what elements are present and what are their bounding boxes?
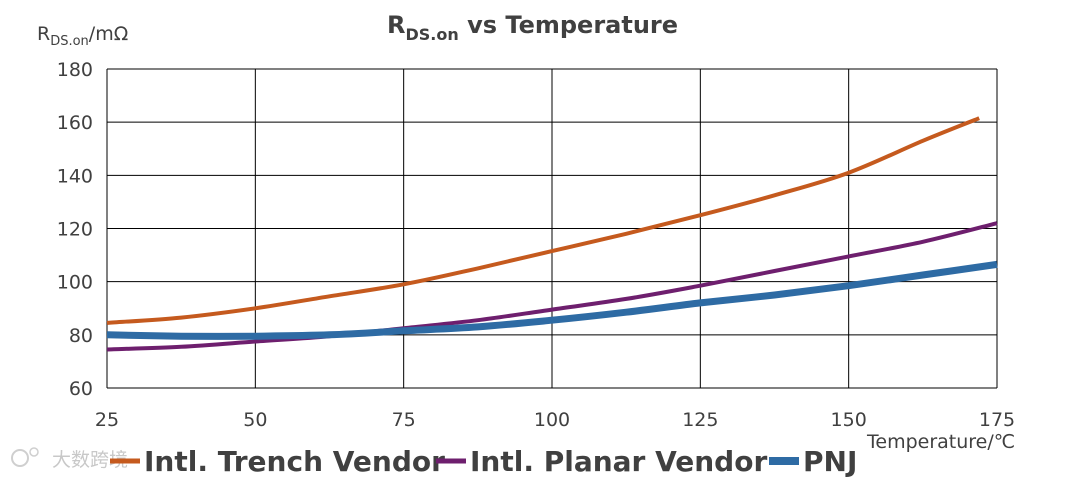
watermark-text: 大数跨境 — [52, 449, 128, 471]
y-tick-label: 100 — [57, 272, 93, 294]
y-tick-labels: 60 80 100 120 140 160 180 — [57, 59, 93, 400]
legend-label-1: Intl. Trench Vendor — [144, 445, 445, 478]
series-line-2 — [106, 221, 998, 352]
x-tick-labels: 25 50 75 100 125 150 175 — [95, 409, 1015, 431]
y-tick-label: 180 — [57, 59, 93, 81]
x-tick-label: 25 — [95, 409, 119, 431]
plot-grid — [106, 68, 998, 389]
chart-title: RDS.on vs Temperature — [387, 11, 678, 44]
series-lines — [106, 116, 998, 352]
watermark-logo-icon — [11, 449, 29, 467]
legend-label-2: Intl. Planar Vendor — [470, 445, 767, 478]
x-axis-label: Temperature/℃ — [866, 431, 1015, 453]
watermark-logo-dot-icon — [29, 447, 39, 457]
series-line-3 — [106, 260, 998, 340]
x-tick-label: 125 — [682, 409, 718, 431]
y-tick-label: 80 — [69, 325, 93, 347]
y-tick-label: 60 — [69, 378, 93, 400]
x-tick-label: 175 — [979, 409, 1015, 431]
y-tick-label: 120 — [57, 219, 93, 241]
watermark: 大数跨境 — [11, 447, 128, 471]
y-tick-label: 160 — [57, 112, 93, 134]
x-tick-label: 150 — [831, 409, 867, 431]
legend: Intl. Trench Vendor Intl. Planar Vendor PN… — [110, 445, 857, 478]
y-axis-label: RDS.on/mΩ — [37, 23, 128, 49]
y-tick-label: 140 — [57, 165, 93, 187]
x-tick-label: 75 — [392, 409, 416, 431]
legend-label-3: PNJ — [803, 445, 857, 478]
x-tick-label: 50 — [243, 409, 267, 431]
x-tick-label: 100 — [534, 409, 570, 431]
series-line-1 — [106, 116, 980, 325]
